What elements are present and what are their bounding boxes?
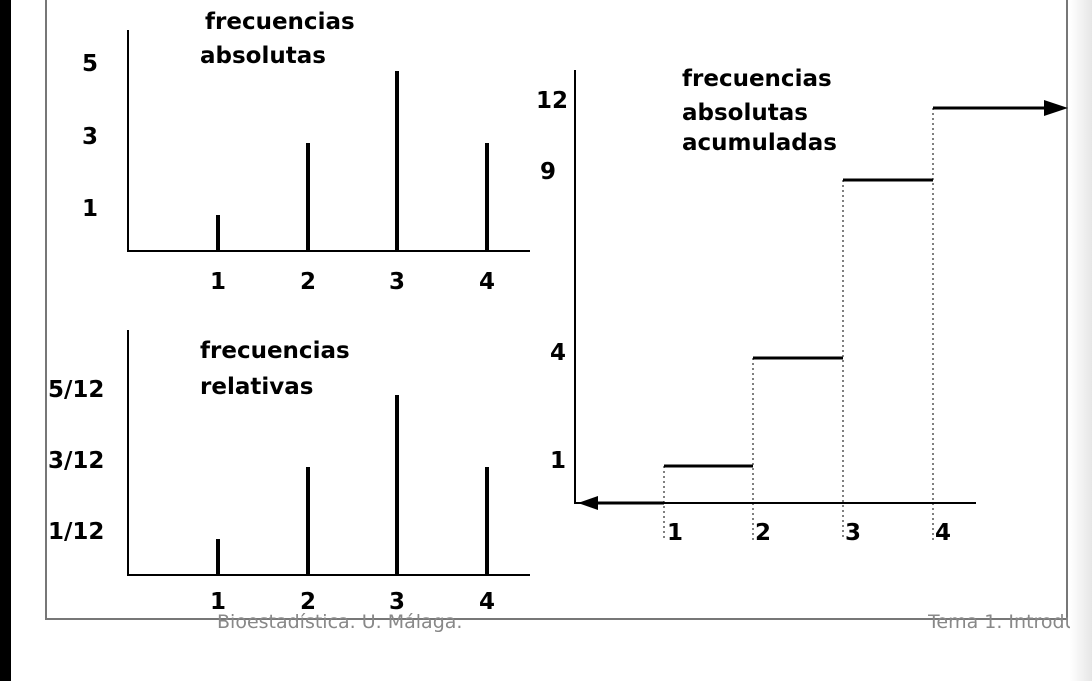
chart-title-line2: relativas bbox=[200, 374, 313, 400]
x-tick-label: 3 bbox=[389, 589, 405, 615]
x-tick-label: 4 bbox=[479, 269, 495, 295]
x-tick-label: 3 bbox=[845, 520, 861, 546]
y-tick-label: 5/12 bbox=[48, 377, 104, 403]
y-tick-label: 1 bbox=[550, 448, 566, 474]
x-tick-label: 2 bbox=[300, 589, 316, 615]
y-tick-label: 9 bbox=[540, 159, 556, 185]
right-arrow-head bbox=[1044, 100, 1068, 116]
y-tick-label: 3/12 bbox=[48, 448, 104, 474]
y-tick-label: 1/12 bbox=[48, 519, 104, 545]
x-tick-label: 3 bbox=[389, 269, 405, 295]
x-tick-label: 4 bbox=[935, 520, 951, 546]
x-tick-label: 2 bbox=[300, 269, 316, 295]
chart-title-line2: absolutas bbox=[682, 100, 808, 126]
left-black-bar bbox=[0, 0, 11, 681]
chart-title-line1: frecuencias bbox=[205, 9, 355, 35]
chart-acumuladas: frecuencias absolutas acumuladas 12 9 4 … bbox=[536, 66, 1068, 546]
y-tick-label: 12 bbox=[536, 88, 568, 114]
chart-relativas: frecuencias relativas 5/12 3/12 1/12 1 2 3… bbox=[48, 330, 530, 615]
y-tick-label: 4 bbox=[550, 340, 566, 366]
x-tick-label: 1 bbox=[210, 589, 226, 615]
chart-title-line3: acumuladas bbox=[682, 130, 837, 156]
y-tick-label: 1 bbox=[82, 196, 98, 222]
footer-left: Bioestadística. U. Málaga. bbox=[217, 611, 463, 633]
chart-title-line1: frecuencias bbox=[200, 338, 350, 364]
next-slide-edge bbox=[1070, 0, 1092, 681]
footer-right: Tema 1. Introduc bbox=[928, 611, 1070, 633]
x-tick-label: 1 bbox=[210, 269, 226, 295]
x-tick-label: 4 bbox=[479, 589, 495, 615]
chart-title-line1: frecuencias bbox=[682, 66, 832, 92]
y-tick-label: 5 bbox=[82, 51, 98, 77]
left-arrow-head bbox=[578, 496, 598, 510]
slide-frame bbox=[45, 0, 1068, 620]
y-tick-label: 3 bbox=[82, 124, 98, 150]
chart-title-line2: absolutas bbox=[200, 43, 326, 69]
chart-absolutas: frecuencias absolutas 5 3 1 1 2 3 4 bbox=[82, 9, 530, 295]
x-tick-label: 1 bbox=[667, 520, 683, 546]
x-tick-label: 2 bbox=[755, 520, 771, 546]
